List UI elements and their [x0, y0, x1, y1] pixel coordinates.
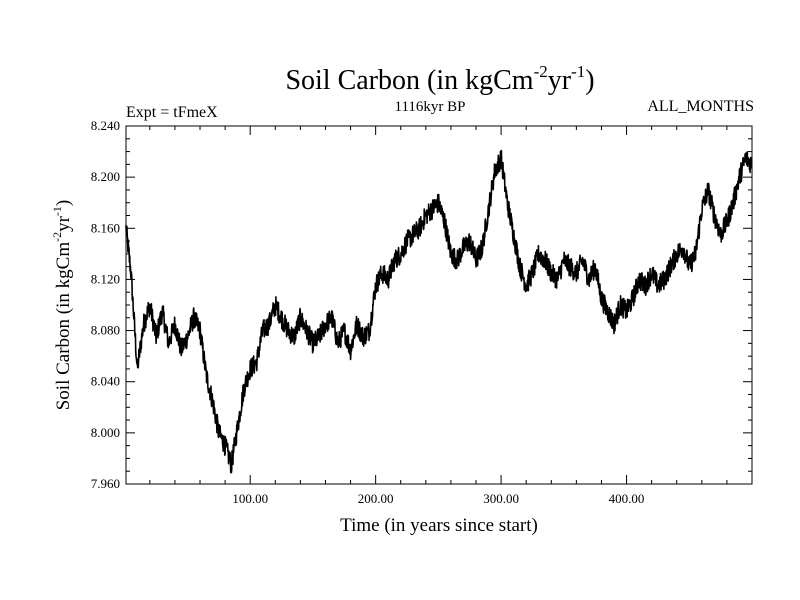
chart-title-sup1: -2 [534, 62, 548, 81]
chart-title: Soil Carbon (in kgCm-2yr-1) [285, 62, 594, 96]
y-tick-label: 8.080 [91, 323, 120, 338]
x-tick-label: 100.00 [232, 491, 268, 506]
y-axis-label: Soil Carbon (in kgCm-2yr-1) [50, 200, 74, 411]
chart-title-mid: yr [548, 65, 572, 96]
y-tick-label: 8.240 [91, 118, 120, 133]
period-label: 1116kyr BP [395, 99, 466, 115]
x-axis-label: Time (in years since start) [340, 515, 538, 536]
x-tick-label: 300.00 [483, 491, 519, 506]
y-axis-label-mid: yr [53, 215, 74, 232]
y-axis-ticks: 7.960 8.000 8.040 8.080 8.120 8.160 8.200 8.240 [91, 118, 752, 491]
x-axis-ticks: 100.00 200.00 300.00 400.00 [232, 126, 644, 506]
x-tick-label: 200.00 [358, 491, 394, 506]
y-tick-label: 8.040 [91, 374, 120, 389]
series-group [125, 149, 753, 474]
y-axis-label-sup1: -2 [50, 232, 64, 242]
months-label: ALL_MONTHS [647, 98, 754, 115]
x-axis-minor-ticks [149, 126, 728, 484]
experiment-label: Expt = tFmeX [126, 104, 218, 121]
y-tick-label: 8.000 [91, 425, 120, 440]
chart-title-end: ) [585, 65, 594, 96]
y-tick-label: 8.160 [91, 220, 120, 235]
y-axis-label-sup2: -1 [50, 206, 64, 216]
chart-title-sup2: -1 [571, 62, 585, 81]
y-tick-label: 7.960 [91, 476, 120, 491]
y-axis-label-main: Soil Carbon (in kgCm [53, 242, 74, 411]
y-tick-label: 8.200 [91, 169, 120, 184]
chart-title-main: Soil Carbon (in kgCm [285, 65, 533, 96]
y-tick-label: 8.120 [91, 271, 120, 286]
y-axis-minor-ticks [126, 138, 752, 472]
soil-carbon-series-line [125, 149, 753, 474]
y-axis-label-end: ) [53, 200, 74, 206]
x-tick-label: 400.00 [609, 491, 645, 506]
